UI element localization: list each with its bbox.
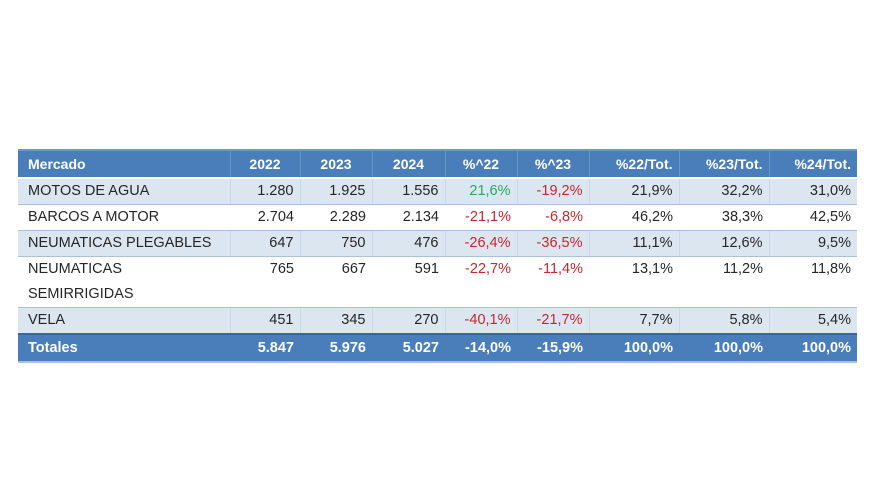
market-name-cell: BARCOS A MOTOR <box>18 204 230 231</box>
value-cell-tot24: 11,8% <box>769 256 857 308</box>
value-cell-y2024: 1.556 <box>371 177 445 205</box>
value-cell-tot23: 11,2% <box>679 256 769 308</box>
value-cell-var23: -19,2% <box>516 177 589 205</box>
value-cell-tot24: 5,4% <box>768 307 857 335</box>
column-header-mercado: Mercado <box>18 149 230 179</box>
header-row: Mercado 2022 2023 2024 %^22 %^23 %22/Tot. %23/T… <box>18 149 857 179</box>
value-cell-y2023: 1.925 <box>299 177 372 205</box>
value-cell-y2023: 750 <box>299 230 372 257</box>
totals-cell-tot23: 100,0% <box>679 333 769 363</box>
value-cell-var22: -40,1% <box>444 307 517 335</box>
value-cell-y2023: 667 <box>300 256 372 308</box>
totals-cell-var22: -14,0% <box>445 333 517 363</box>
market-statistics-table: Mercado 2022 2023 2024 %^22 %^23 %22/Tot. %23/T… <box>18 149 857 363</box>
value-cell-tot23: 5,8% <box>678 307 769 335</box>
totals-cell-y2024: 5.027 <box>372 333 445 363</box>
value-cell-tot22: 13,1% <box>589 256 679 308</box>
market-name-cell: VELA <box>18 307 230 335</box>
table-row: NEUMATICAS SEMIRRIGIDAS 765 667 591 -22,7% -1… <box>18 256 857 308</box>
value-cell-var22: -22,7% <box>445 256 517 308</box>
column-header-tot22: %22/Tot. <box>588 149 679 179</box>
table-row: VELA 451 345 270 -40,1% -21,7% 7,7% 5,8% 5,4% <box>18 307 857 335</box>
totals-row: Totales 5.847 5.976 5.027 -14,0% -15,9% 100,0%… <box>18 333 857 363</box>
column-header-y2024: 2024 <box>371 149 445 179</box>
value-cell-var23: -11,4% <box>517 256 589 308</box>
value-cell-var23: -6,8% <box>517 204 589 231</box>
column-header-var22: %^22 <box>444 149 517 179</box>
column-header-tot24: %24/Tot. <box>768 149 857 179</box>
column-header-y2023: 2023 <box>299 149 372 179</box>
value-cell-var22: 21,6% <box>444 177 517 205</box>
value-cell-tot23: 32,2% <box>678 177 769 205</box>
value-cell-y2024: 270 <box>371 307 445 335</box>
value-cell-y2022: 2.704 <box>230 204 300 231</box>
column-header-var23: %^23 <box>516 149 589 179</box>
column-header-y2022: 2022 <box>229 149 300 179</box>
value-cell-y2022: 1.280 <box>229 177 300 205</box>
totals-cell-y2023: 5.976 <box>300 333 372 363</box>
totals-cell-y2022: 5.847 <box>230 333 300 363</box>
value-cell-y2022: 647 <box>229 230 300 257</box>
market-name-cell: NEUMATICAS SEMIRRIGIDAS <box>18 256 230 308</box>
totals-label: Totales <box>18 333 230 363</box>
value-cell-y2023: 2.289 <box>300 204 372 231</box>
value-cell-y2022: 765 <box>230 256 300 308</box>
value-cell-y2024: 591 <box>372 256 445 308</box>
value-cell-tot22: 7,7% <box>588 307 679 335</box>
value-cell-var23: -36,5% <box>516 230 589 257</box>
value-cell-y2024: 2.134 <box>372 204 445 231</box>
value-cell-y2024: 476 <box>371 230 445 257</box>
totals-cell-tot22: 100,0% <box>589 333 679 363</box>
table-row: MOTOS DE AGUA 1.280 1.925 1.556 21,6% -19,2% 2… <box>18 177 857 205</box>
value-cell-tot22: 46,2% <box>589 204 679 231</box>
value-cell-tot22: 21,9% <box>588 177 679 205</box>
table-row: NEUMATICAS PLEGABLES 647 750 476 -26,4% -36,5… <box>18 230 857 257</box>
value-cell-var22: -26,4% <box>444 230 517 257</box>
table-row: BARCOS A MOTOR 2.704 2.289 2.134 -21,1% -6,8%… <box>18 204 857 231</box>
value-cell-tot24: 42,5% <box>769 204 857 231</box>
value-cell-var22: -21,1% <box>445 204 517 231</box>
totals-cell-tot24: 100,0% <box>769 333 857 363</box>
value-cell-tot24: 9,5% <box>768 230 857 257</box>
value-cell-tot23: 38,3% <box>679 204 769 231</box>
value-cell-y2022: 451 <box>229 307 300 335</box>
value-cell-tot22: 11,1% <box>588 230 679 257</box>
market-name-cell: NEUMATICAS PLEGABLES <box>18 230 230 257</box>
column-header-tot23: %23/Tot. <box>678 149 769 179</box>
totals-cell-var23: -15,9% <box>517 333 589 363</box>
value-cell-y2023: 345 <box>299 307 372 335</box>
value-cell-tot23: 12,6% <box>678 230 769 257</box>
market-name-cell: MOTOS DE AGUA <box>18 177 230 205</box>
value-cell-tot24: 31,0% <box>768 177 857 205</box>
value-cell-var23: -21,7% <box>516 307 589 335</box>
